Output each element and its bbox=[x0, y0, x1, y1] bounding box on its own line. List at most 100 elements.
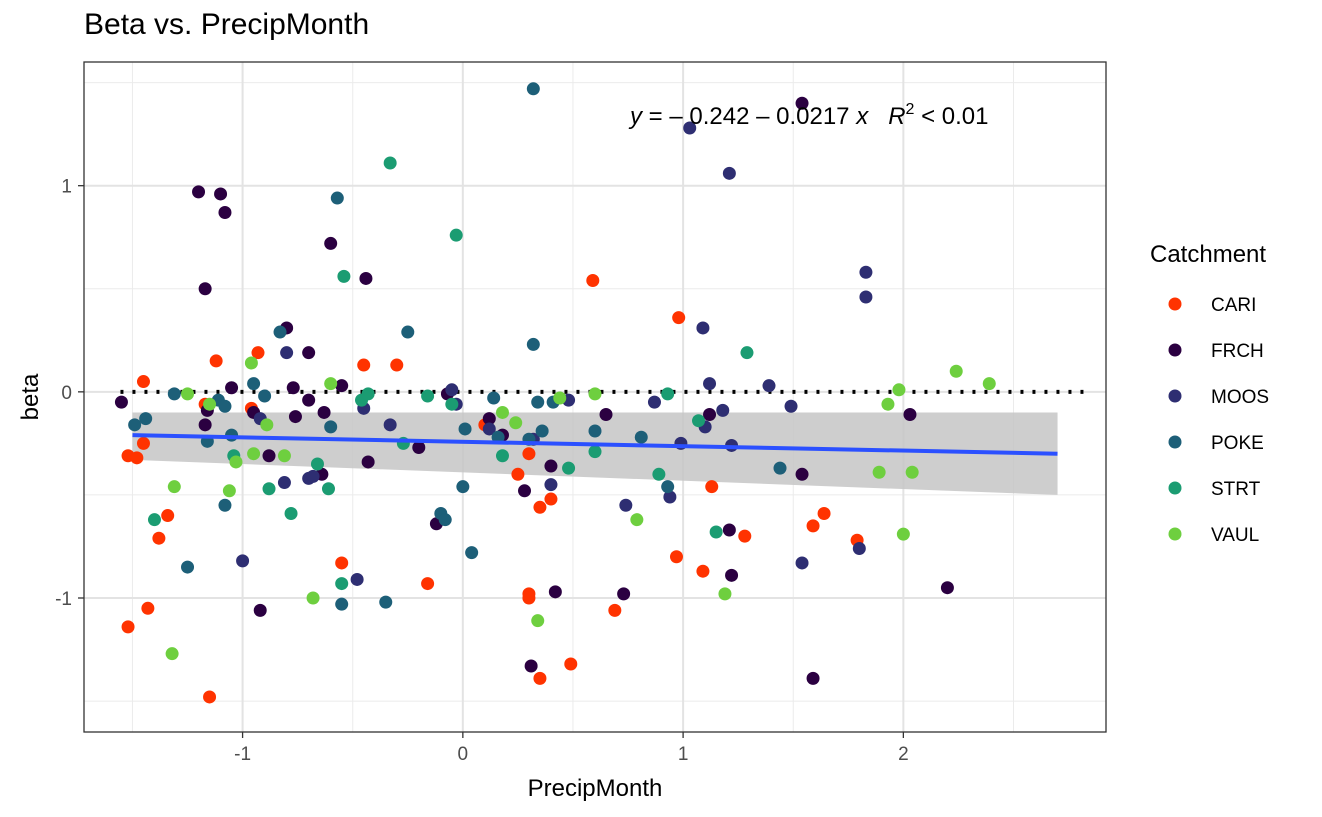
data-point-frch bbox=[324, 236, 338, 250]
data-point-cari bbox=[608, 603, 622, 617]
data-point-moos bbox=[280, 346, 294, 360]
data-point-frch bbox=[335, 379, 349, 393]
data-point-cari bbox=[390, 358, 404, 372]
data-point-frch bbox=[722, 523, 736, 537]
legend-label: MOOS bbox=[1211, 387, 1269, 408]
data-point-frch bbox=[703, 408, 717, 422]
data-point-poke bbox=[465, 546, 479, 560]
data-point-strt bbox=[421, 389, 435, 403]
data-point-strt bbox=[661, 387, 675, 401]
data-point-moos bbox=[350, 572, 364, 586]
data-point-vaul bbox=[324, 377, 338, 391]
data-point-moos bbox=[683, 121, 697, 135]
data-point-strt bbox=[361, 387, 375, 401]
data-points bbox=[114, 82, 996, 704]
data-point-cari bbox=[522, 591, 536, 605]
data-point-poke bbox=[139, 412, 153, 426]
data-point-frch bbox=[114, 395, 128, 409]
data-point-cari bbox=[511, 467, 525, 481]
data-point-cari bbox=[136, 436, 150, 450]
regression-line bbox=[132, 433, 1058, 456]
data-point-vaul bbox=[306, 591, 320, 605]
data-point-strt bbox=[495, 449, 509, 463]
data-point-vaul bbox=[553, 391, 567, 405]
data-point-poke bbox=[181, 560, 195, 574]
legend-swatch bbox=[1168, 389, 1182, 403]
r2-label: R bbox=[888, 103, 905, 130]
data-point-cari bbox=[251, 346, 265, 360]
data-point-vaul bbox=[949, 364, 963, 378]
data-point-moos bbox=[795, 556, 809, 570]
x-tick-label: 0 bbox=[458, 744, 469, 765]
data-point-frch bbox=[262, 449, 276, 463]
data-point-vaul bbox=[247, 447, 261, 461]
legend-label: FRCH bbox=[1211, 341, 1264, 362]
data-point-vaul bbox=[896, 527, 910, 541]
legend-item-moos: MOOS bbox=[1168, 387, 1269, 408]
series-vaul bbox=[165, 356, 996, 661]
x-axis: -1 0 1 2 bbox=[234, 732, 909, 765]
data-point-strt bbox=[588, 445, 602, 459]
data-point-vaul bbox=[881, 397, 895, 411]
data-point-vaul bbox=[244, 356, 258, 370]
data-point-poke bbox=[335, 597, 349, 611]
data-point-vaul bbox=[229, 455, 243, 469]
data-point-moos bbox=[236, 554, 250, 568]
data-point-frch bbox=[725, 568, 739, 582]
data-point-strt bbox=[310, 457, 324, 471]
data-point-vaul bbox=[167, 480, 181, 494]
data-point-vaul bbox=[203, 397, 217, 411]
regression-line-path bbox=[132, 433, 1058, 456]
data-point-frch bbox=[214, 187, 228, 201]
data-point-moos bbox=[663, 490, 677, 504]
equation-lhs: y bbox=[628, 103, 644, 130]
data-point-poke bbox=[526, 337, 540, 351]
legend-label: POKE bbox=[1211, 433, 1264, 454]
data-point-poke bbox=[634, 430, 648, 444]
data-point-frch bbox=[218, 205, 232, 219]
data-point-poke bbox=[588, 424, 602, 438]
panel-border bbox=[83, 61, 1107, 733]
data-point-frch bbox=[192, 185, 206, 199]
data-point-frch bbox=[482, 412, 496, 426]
data-point-cari bbox=[705, 480, 719, 494]
data-point-frch bbox=[599, 408, 613, 422]
data-point-cari bbox=[421, 577, 435, 591]
data-point-strt bbox=[147, 513, 161, 527]
data-point-frch bbox=[548, 585, 562, 599]
data-point-poke bbox=[438, 513, 452, 527]
data-point-cari bbox=[696, 564, 710, 578]
equation-rhs: = – 0.242 – 0.0217 bbox=[642, 103, 856, 130]
x-tick-label: -1 bbox=[234, 744, 251, 765]
series-frch bbox=[114, 96, 954, 685]
data-point-moos bbox=[482, 422, 496, 436]
data-point-moos bbox=[647, 395, 661, 409]
data-point-cari bbox=[141, 601, 155, 615]
series-moos bbox=[236, 121, 873, 586]
data-point-frch bbox=[253, 603, 267, 617]
data-point-cari bbox=[136, 375, 150, 389]
data-point-frch bbox=[524, 659, 538, 673]
data-point-strt bbox=[383, 156, 397, 170]
data-point-moos bbox=[716, 403, 730, 417]
data-point-moos bbox=[722, 166, 736, 180]
data-point-frch bbox=[544, 459, 558, 473]
legend-label: CARI bbox=[1211, 295, 1256, 316]
data-point-cari bbox=[121, 620, 135, 634]
data-point-cari bbox=[335, 556, 349, 570]
legend-swatch bbox=[1168, 343, 1182, 357]
data-point-frch bbox=[806, 671, 820, 685]
equation-annotation: y = – 0.242 – 0.0217 x R2 < 0.01 bbox=[628, 101, 989, 130]
data-point-poke bbox=[218, 498, 232, 512]
y-tick-label: 1 bbox=[61, 177, 72, 198]
data-point-poke bbox=[247, 377, 261, 391]
legend-item-cari: CARI bbox=[1168, 295, 1256, 316]
y-axis-title: beta bbox=[17, 373, 44, 420]
data-point-poke bbox=[773, 461, 787, 475]
data-point-vaul bbox=[531, 614, 545, 628]
data-point-cari bbox=[544, 492, 558, 506]
data-point-moos bbox=[852, 542, 866, 556]
data-point-moos bbox=[445, 383, 459, 397]
legend-item-frch: FRCH bbox=[1168, 341, 1264, 362]
